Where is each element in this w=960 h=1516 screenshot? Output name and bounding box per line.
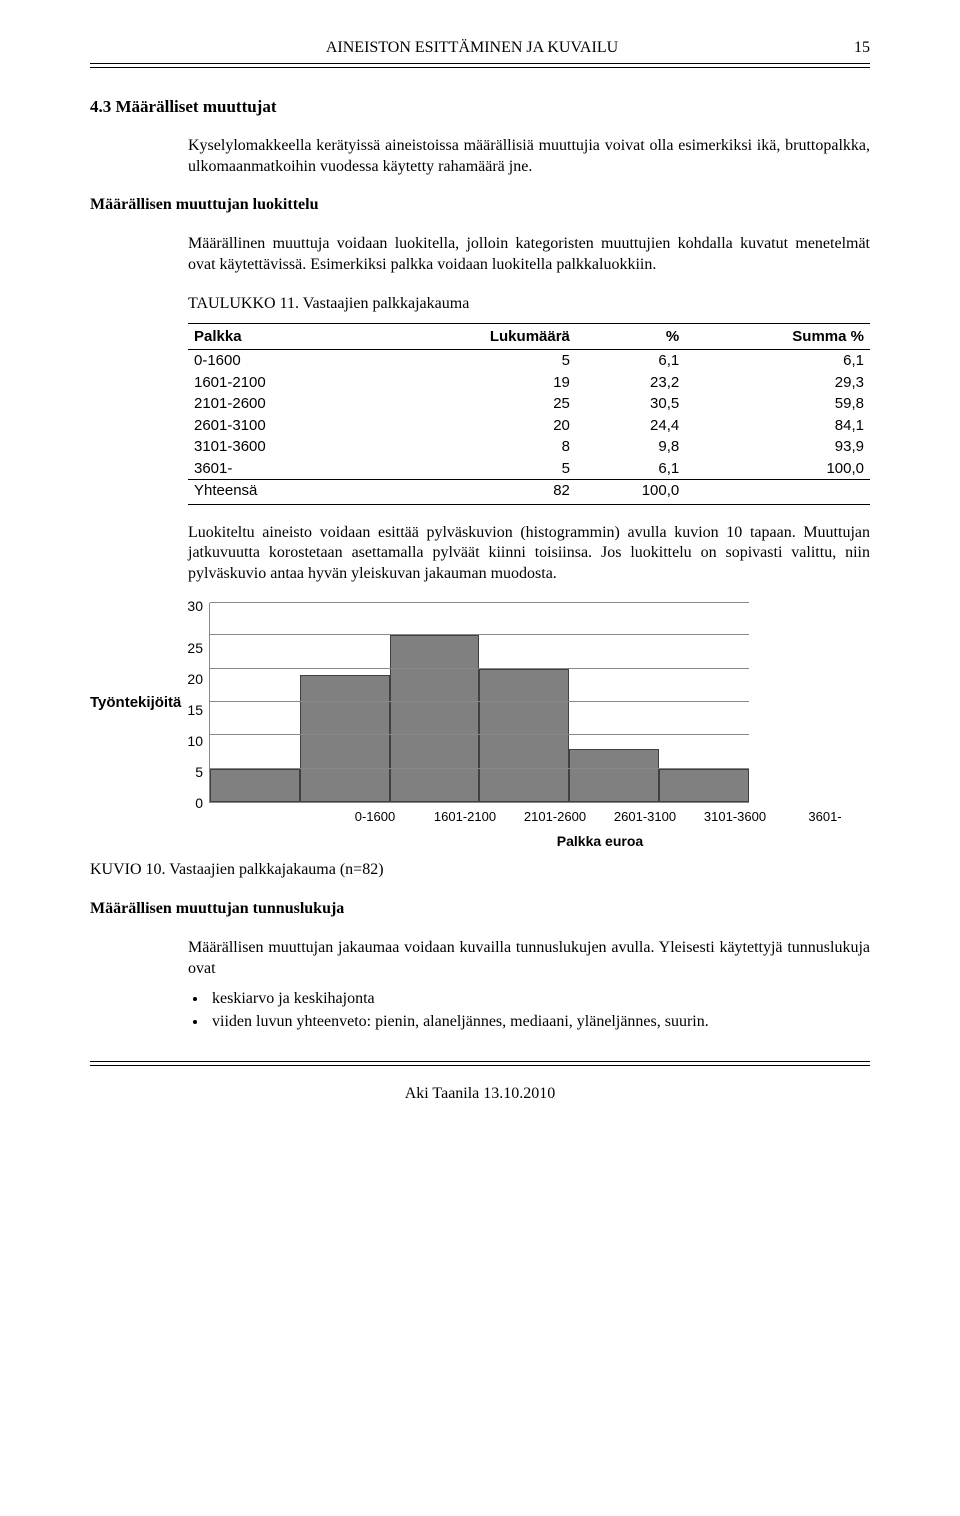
page-header: AINEISTON ESITTÄMINEN JA KUVAILU 15 [90,38,870,59]
luokittelu-paragraph: Määrällinen muuttuja voidaan luokitella,… [188,234,870,276]
y-axis-ticks: 302520151050 [187,603,209,803]
bar [210,769,300,802]
bar [659,769,749,802]
page-number: 15 [854,38,870,59]
chart-caption: KUVIO 10. Vastaajien palkkajakauma (n=82… [90,860,870,881]
col-summa: Summa % [685,323,870,350]
table-row: 2601-31002024,484,1 [188,415,870,437]
after-table-paragraph: Luokiteltu aineisto voidaan esittää pylv… [188,523,870,585]
col-lukumaara: Lukumäärä [373,323,576,350]
histogram-chart: Työntekijöitä 302520151050 Työntekijöitä… [90,603,870,881]
table-row: 3601-56,1100,0 [188,458,870,480]
bar [569,749,659,802]
intro-paragraph: Kyselylomakkeella kerätyissä aineistoiss… [188,136,870,178]
table-total-row: Yhteensä82100,0 [188,480,870,505]
list-item: viiden luvun yhteenveto: pienin, alanelj… [208,1012,870,1033]
plot-area [209,603,749,803]
table-caption: TAULUKKO 11. Vastaajien palkkajakauma [188,294,870,315]
section-title: 4.3 Määrälliset muuttujat [90,96,870,118]
tunnusluvut-paragraph: Määrällisen muuttujan jakaumaa voidaan k… [188,938,870,980]
header-rule-2 [90,67,870,68]
bullet-list: keskiarvo ja keskihajontaviiden luvun yh… [208,989,870,1033]
footer-text: Aki Taanila 13.10.2010 [90,1084,870,1105]
table-row: 2101-26002530,559,8 [188,393,870,415]
bar [300,675,390,802]
table-row: 1601-21001923,229,3 [188,372,870,394]
list-item: keskiarvo ja keskihajonta [208,989,870,1010]
subheading-tunnusluvut: Määrällisen muuttujan tunnuslukuja [90,899,870,920]
header-title: AINEISTON ESITTÄMINEN JA KUVAILU [326,38,618,59]
table-row: 3101-360089,893,9 [188,436,870,458]
footer-rule-2 [90,1065,870,1066]
footer-rule-1 [90,1061,870,1062]
y-axis-label: Työntekijöitä [90,693,187,713]
col-pct: % [576,323,685,350]
x-axis-label: Palkka euroa [330,832,870,850]
bar [390,635,480,802]
col-palkka: Palkka [188,323,373,350]
x-axis-ticks: 0-16001601-21002101-26002601-31003101-36… [330,809,870,826]
subheading-luokittelu: Määrällisen muuttujan luokittelu [90,195,870,216]
header-rule-1 [90,63,870,64]
table-row: 0-160056,16,1 [188,350,870,372]
palkka-table: Palkka Lukumäärä % Summa % 0-160056,16,1… [188,323,870,505]
